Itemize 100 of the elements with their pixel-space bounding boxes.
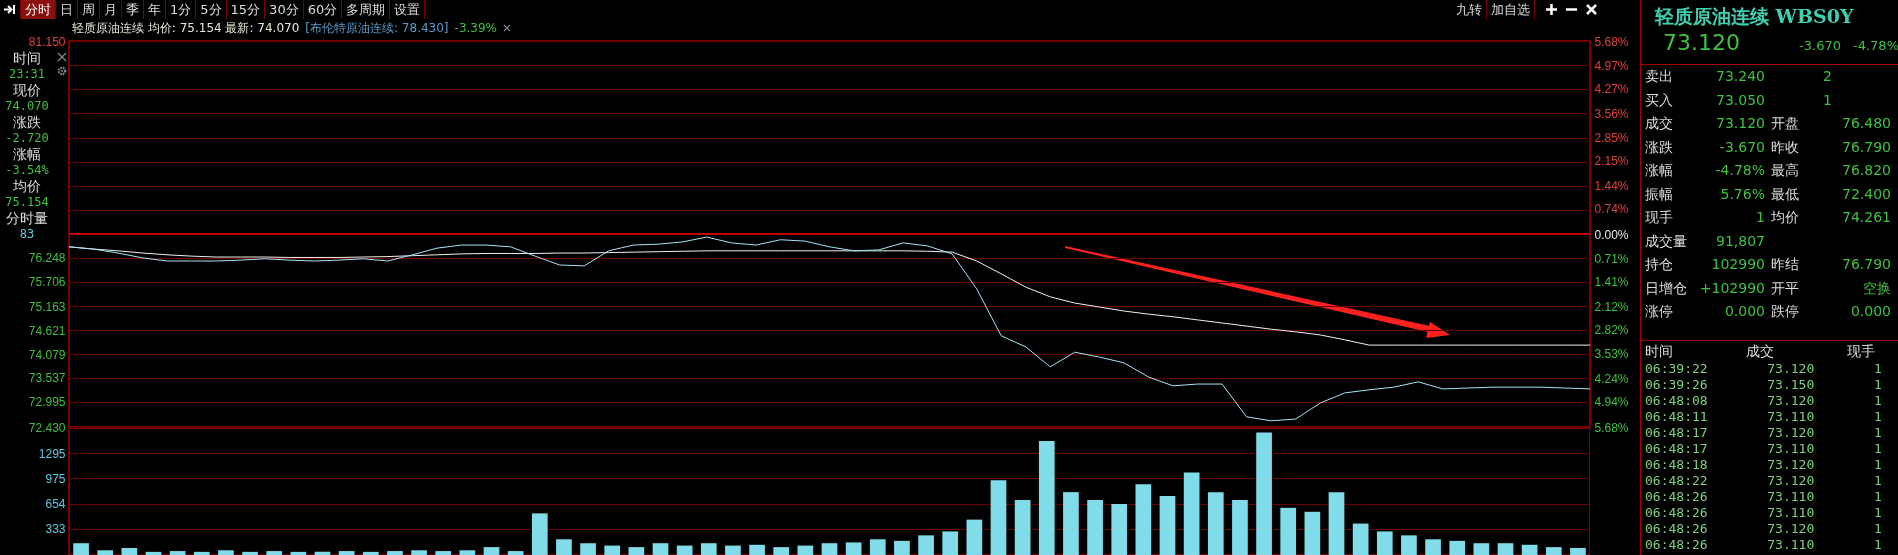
bar [1280, 507, 1297, 555]
text: 季 [122, 0, 144, 19]
bar [1521, 544, 1538, 555]
bar [1545, 547, 1562, 555]
bar [1401, 535, 1417, 555]
bar [1304, 511, 1321, 555]
y2-tick-label: 2.82% [1594, 323, 1629, 338]
bar [411, 550, 427, 555]
bar [749, 544, 765, 555]
bar [1570, 547, 1586, 555]
bar [1376, 531, 1393, 555]
y-tick-label: 75.163 [28, 299, 66, 314]
text: 卖出 73.240 2 [1645, 68, 1832, 84]
bar [507, 551, 524, 555]
bar [676, 545, 693, 555]
y-tick-label: 72.430 [28, 420, 66, 435]
text: 持仓 102990 昨结 76.790 [1645, 256, 1891, 272]
text: 60分 [303, 0, 343, 19]
bar [966, 519, 983, 555]
bar [1038, 441, 1055, 555]
text: 买入 73.050 1 [1645, 91, 1832, 108]
bar [894, 540, 910, 555]
y-tick-label: 1295 [38, 446, 66, 461]
bar [121, 547, 138, 555]
text: -3.54% [4, 162, 50, 178]
text: 06:48:26 73.110 1 [1644, 537, 1883, 553]
y2-tick-label: 4.24% [1594, 371, 1629, 386]
line-series [68, 236, 1591, 422]
bar [1183, 472, 1200, 555]
y2-tick-label: 5.68% [1594, 34, 1629, 49]
bar [145, 551, 162, 555]
y-tick-label: 74.621 [28, 323, 66, 338]
text: 5分 [196, 0, 227, 19]
bar [628, 547, 645, 555]
bar [97, 550, 114, 555]
bar [435, 551, 452, 555]
text: 涨跌 [12, 114, 42, 130]
bar [338, 551, 355, 555]
y-tick-label: 76.248 [28, 251, 66, 266]
bar [459, 550, 476, 555]
text: 设置 [390, 0, 426, 19]
text: 06:48:26 73.110 1 [1644, 489, 1883, 505]
bar [773, 547, 790, 555]
y-tick-label: 72.995 [28, 395, 66, 410]
y2-tick-label: 0.00% [1594, 227, 1629, 242]
y2-tick-label: 1.41% [1594, 275, 1629, 290]
text: 涨幅 [12, 146, 42, 162]
y-tick-label: 654 [45, 497, 66, 512]
y-tick-label: 74.079 [28, 347, 66, 362]
text: 轻质原油连续 WBS0Y [1653, 4, 1855, 29]
bar [1328, 492, 1345, 555]
bar [1111, 503, 1128, 555]
y2-tick-label: 5.68% [1594, 420, 1629, 435]
text: 06:48:17 73.110 1 [1644, 441, 1883, 457]
bar [242, 551, 258, 555]
bar [290, 551, 307, 555]
y-tick-label: 81.150 [28, 34, 66, 49]
bar [1256, 432, 1272, 555]
y-tick-label: 73.537 [28, 371, 66, 386]
bar [1159, 496, 1176, 555]
text: 日 [56, 0, 78, 19]
bar [169, 551, 186, 555]
text: 83 [18, 226, 36, 242]
text: 06:48:17 73.120 1 [1644, 425, 1883, 441]
bar [604, 545, 621, 555]
bar [1352, 523, 1369, 555]
text: [布伦特原油连续: 78.430] [305, 19, 449, 37]
text: 日增仓 +102990 开平 空换 [1645, 279, 1891, 296]
bar [1014, 499, 1031, 555]
bar [531, 513, 548, 555]
y2-tick-label: 1.44% [1594, 178, 1629, 193]
text: 1分 [166, 0, 197, 19]
text: 06:39:22 73.120 1 [1644, 361, 1883, 377]
text: 06:48:18 73.120 1 [1644, 457, 1883, 473]
text: 75.154 [4, 194, 50, 210]
text: 分时 [21, 0, 56, 19]
y2-tick-label: 0.71% [1594, 251, 1629, 266]
text: 涨跌 -3.670 昨收 76.790 [1645, 138, 1891, 155]
bar [1087, 499, 1103, 555]
text: 06:48:08 73.120 1 [1644, 393, 1883, 409]
bar [1449, 540, 1466, 555]
text: 30分 [265, 0, 304, 19]
bar [362, 551, 379, 555]
text: 现价 [12, 82, 42, 98]
y-tick-label: 975 [45, 471, 66, 486]
y2-tick-label: 2.12% [1594, 299, 1629, 314]
bar [918, 535, 934, 555]
text: 06:48:26 73.120 1 [1644, 521, 1883, 537]
text: -2.720 [4, 130, 50, 146]
text: 分时量 [5, 210, 49, 226]
text: 多周期 [342, 0, 391, 19]
text: -3.39% [454, 21, 497, 35]
y2-tick-label: 3.56% [1594, 106, 1629, 121]
bar [266, 551, 283, 555]
bar [1207, 492, 1224, 555]
bar [314, 551, 331, 555]
text: 23:31 [7, 66, 47, 82]
y2-tick-label: 4.97% [1594, 58, 1629, 73]
bar [1063, 492, 1079, 555]
text: 时间 [12, 50, 42, 66]
